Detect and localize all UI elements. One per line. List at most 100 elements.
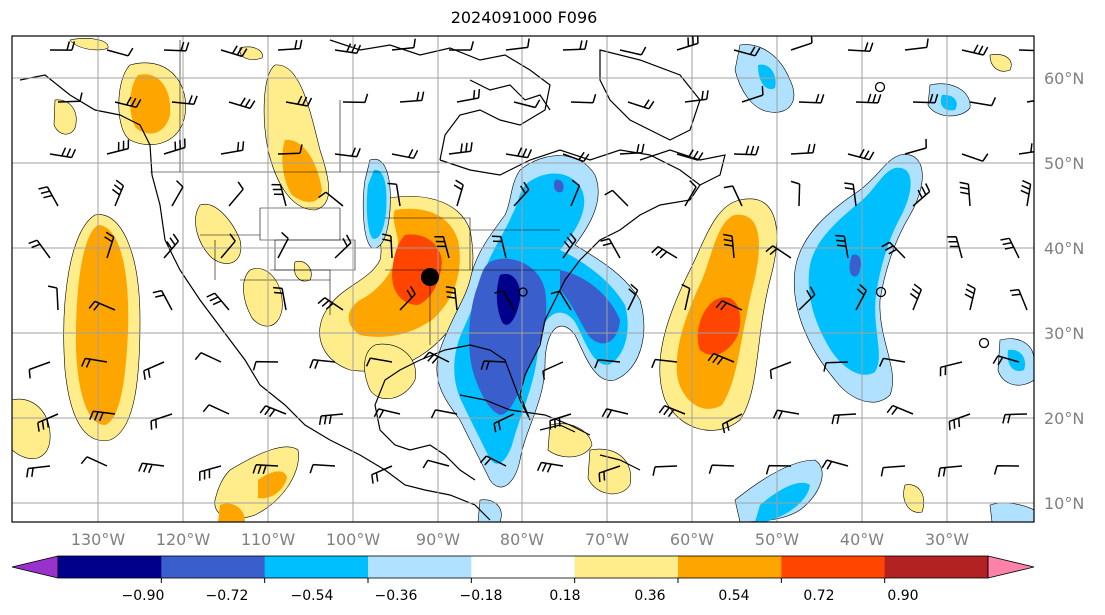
- wind-barb: [449, 41, 475, 51]
- wind-barb: [171, 95, 198, 106]
- lon-label: 130°W: [71, 530, 126, 549]
- wind-barb: [445, 285, 458, 311]
- wind-barb: [765, 464, 792, 475]
- lon-label: 120°W: [156, 530, 211, 549]
- wind-barb: [309, 463, 336, 474]
- wind-barb: [904, 138, 927, 155]
- wind-barb: [391, 148, 419, 160]
- wind-barb: [106, 139, 130, 155]
- wind-barb: [1009, 288, 1028, 311]
- wind-barb: [422, 459, 450, 469]
- wind-barb: [399, 286, 416, 311]
- lat-label: 50°N: [1044, 154, 1084, 173]
- wind-barb: [220, 233, 236, 259]
- colorbar-tick-label: −0.54: [291, 588, 334, 604]
- wind-barb: [1020, 179, 1032, 207]
- wind-barb: [855, 93, 882, 104]
- colorbar-segment: [471, 556, 576, 578]
- lon-label: 100°W: [326, 530, 381, 549]
- lon-label: 70°W: [585, 530, 629, 549]
- wind-barb: [220, 45, 248, 58]
- wind-barb: [479, 455, 507, 467]
- colorbar-tick-label: 0.36: [634, 588, 665, 604]
- wind-barb: [89, 410, 116, 422]
- wind-barb: [707, 352, 735, 366]
- colorbar-tick-label: 0.72: [803, 588, 834, 604]
- wind-barb: [28, 239, 51, 259]
- wind-barb: [334, 234, 352, 259]
- calm-circle: [978, 337, 990, 349]
- wind-barb: [382, 233, 393, 259]
- wind-barb: [684, 180, 697, 207]
- wind-barb: [542, 361, 564, 380]
- wind-barb: [277, 39, 303, 51]
- wind-barb: [821, 459, 849, 470]
- wind-barb: [49, 147, 77, 159]
- wind-barb: [138, 462, 165, 474]
- wind-barb: [309, 358, 336, 369]
- colorbar-segment: [161, 556, 266, 578]
- wind-barb: [106, 47, 134, 57]
- wind-barb: [206, 292, 230, 311]
- plot-frame: [11, 35, 1035, 523]
- wind-barb: [430, 409, 458, 419]
- longitude-labels: 130°W 120°W 110°W 100°W 90°W 80°W 70°W 6…: [71, 530, 969, 549]
- wind-barb: [228, 97, 256, 110]
- wind-barb: [365, 357, 393, 367]
- wind-barb: [271, 183, 287, 207]
- wind-barb: [1002, 413, 1028, 424]
- wind-barb: [948, 413, 971, 431]
- wind-barb: [1018, 143, 1034, 155]
- wind-barb: [831, 413, 857, 425]
- colorbar-tick-label: −0.90: [122, 588, 165, 604]
- wind-barb: [373, 408, 401, 419]
- wind-barb: [880, 465, 906, 477]
- lat-label: 20°N: [1044, 409, 1084, 428]
- wind-barb: [143, 361, 165, 380]
- colorbar-tick-label: 0.54: [718, 588, 749, 604]
- wind-barb: [453, 179, 464, 207]
- lat-label: 30°N: [1044, 324, 1084, 343]
- wind-barb: [598, 465, 621, 483]
- colorbar-tick-label: −0.72: [206, 588, 249, 604]
- wind-barb: [969, 97, 997, 107]
- wind-barb: [937, 465, 963, 478]
- lon-label: 110°W: [241, 530, 296, 549]
- lat-label: 60°N: [1044, 69, 1084, 88]
- wind-barb: [676, 149, 704, 161]
- colorbar-segment: [781, 556, 886, 578]
- wind-barb: [723, 233, 735, 259]
- wind-barb: [448, 142, 473, 155]
- wind-barb: [550, 290, 572, 311]
- colorbar-segment: [368, 556, 472, 578]
- wind-barb: [259, 405, 287, 418]
- wind-barb: [912, 93, 939, 104]
- colorbar-tick-label: −0.36: [375, 588, 418, 604]
- wind-barb: [912, 183, 931, 207]
- wind-barb: [494, 290, 515, 311]
- wind-barb: [651, 245, 678, 259]
- wind-barb: [273, 286, 287, 311]
- wind-barb: [318, 413, 344, 426]
- wind-barb: [202, 404, 230, 415]
- wind-barb: [772, 409, 800, 420]
- wind-barb: [651, 358, 678, 369]
- calm-circle: [518, 287, 528, 297]
- wind-barb: [715, 300, 743, 311]
- wind-barb: [387, 182, 401, 207]
- wind-barb: [741, 86, 764, 103]
- wind-barb: [708, 464, 735, 474]
- lon-label: 80°W: [500, 530, 544, 549]
- wind-barb: [594, 359, 621, 369]
- colorbar-tick-label: 0.90: [887, 588, 918, 604]
- wind-barb: [277, 144, 303, 155]
- wind-barb: [491, 235, 507, 259]
- wind-barb: [562, 232, 577, 259]
- wind-barb: [909, 283, 922, 311]
- wind-barb: [993, 465, 1020, 475]
- wind-barb: [847, 148, 875, 161]
- wind-barb: [57, 92, 83, 103]
- wind-barb: [681, 283, 691, 311]
- wind-barb: [152, 289, 173, 311]
